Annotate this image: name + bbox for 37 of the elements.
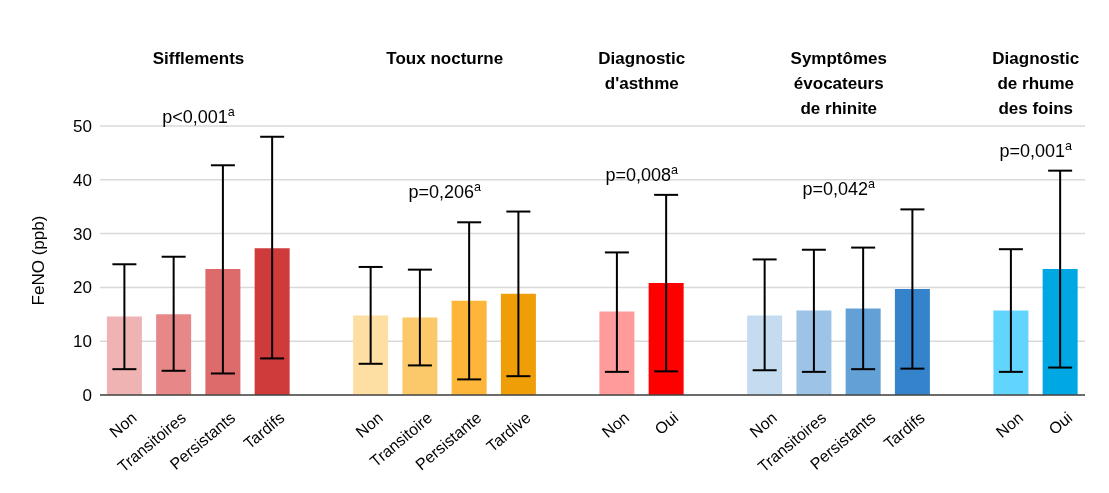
bar	[500, 293, 536, 395]
annotation: p=0,008$^{a}$	[605, 162, 679, 185]
text: Toux nocturne	[386, 49, 504, 68]
x-tick-label: Non	[992, 408, 1027, 441]
x-tick-label: Oui	[651, 408, 682, 438]
bar	[402, 317, 438, 395]
bar	[796, 310, 832, 395]
bar	[106, 316, 142, 395]
x-tick-label: Oui	[1045, 408, 1076, 438]
y-tick-label: 20	[73, 278, 92, 298]
bar	[156, 314, 192, 395]
annotation: p=0,042$^{a}$	[802, 177, 876, 200]
bar	[205, 269, 241, 395]
y-tick-label: 30	[73, 224, 92, 244]
y-tick-label: 50	[73, 117, 92, 137]
bar	[747, 315, 783, 395]
y-tick-label: 10	[73, 332, 92, 352]
bar	[599, 311, 635, 395]
bar	[648, 283, 684, 395]
y-tick-label: 0	[82, 386, 92, 406]
text: Diagnostic d'asthme	[598, 49, 686, 93]
bar	[353, 315, 389, 395]
annotation: p=0,206$^{a}$	[408, 179, 482, 202]
bar	[894, 289, 930, 395]
text: Symptômes évocateurs de rhinite	[790, 49, 887, 118]
bar	[254, 248, 290, 395]
y-axis-title: FeNO (ppb)	[29, 215, 49, 306]
annotation: p<0,001$^{a}$	[162, 104, 235, 127]
text: Sifflements	[152, 49, 245, 68]
bar	[1042, 269, 1078, 395]
annotation: p=0,001$^{a}$	[999, 138, 1073, 161]
text: Diagnostic de rhume des foins	[992, 49, 1080, 118]
bar	[451, 300, 487, 395]
x-tick-label: Non	[598, 408, 633, 441]
bar	[993, 310, 1029, 395]
y-tick-label: 40	[73, 170, 92, 190]
bar	[845, 308, 881, 395]
